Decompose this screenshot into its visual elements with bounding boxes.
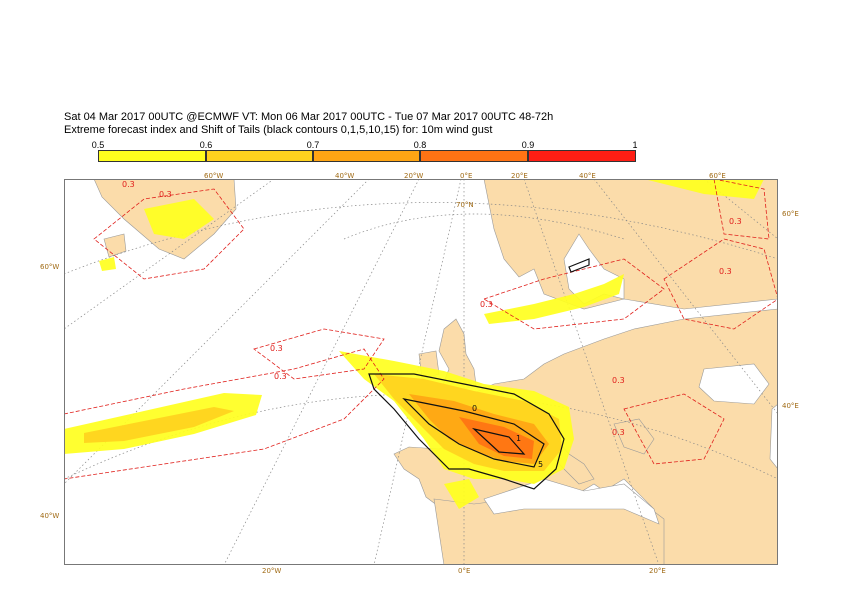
sot-label: 1 [516,434,521,443]
lon-label-bottom: 20°E [649,567,666,575]
sot-label: 5 [538,460,543,469]
legend-swatch [206,150,313,162]
lon-label-top: 60°W [204,172,224,180]
contour-label: 0.3 [274,372,287,381]
contour-label: 0.3 [270,344,283,353]
lat-label-left: 60°W [40,263,60,271]
contour-label: 0.3 [612,428,625,437]
lon-label-top: 40°E [579,172,596,180]
europe-map: 0.3 0.3 0.3 0.3 0.3 0.3 0.3 0.3 0.3 0 1 … [64,179,778,565]
map-title: Sat 04 Mar 2017 00UTC @ECMWF VT: Mon 06 … [64,111,554,123]
legend-label: 0.5 [91,140,105,150]
lat-label-right: 60°E [782,210,799,218]
legend-label: 0.6 [199,140,213,150]
legend-label: 0.9 [521,140,535,150]
legend-label: 0.8 [413,140,427,150]
contour-label: 0.3 [159,190,172,199]
contour-label: 0.3 [122,180,135,189]
sot-label: 0 [472,404,477,413]
lon-label-top: 20°W [404,172,424,180]
contour-label: 0.3 [719,267,732,276]
lat-label-inner: 70°N [456,201,474,209]
legend-swatch [98,150,206,162]
contour-label: 0.3 [612,376,625,385]
legend-swatch [420,150,528,162]
lon-label-top: 20°E [511,172,528,180]
legend-label: 1 [632,140,638,150]
legend-label: 0.7 [306,140,320,150]
lon-label-top: 0°E [460,172,473,180]
lon-label-top: 40°W [335,172,355,180]
lat-label-right: 40°E [782,402,799,410]
map-subtitle: Extreme forecast index and Shift of Tail… [64,124,493,136]
contour-label: 0.3 [729,217,742,226]
legend-swatch [313,150,420,162]
lon-label-top: 60°E [709,172,726,180]
color-scale-legend: 0.5 0.6 0.7 0.8 0.9 1 [92,140,638,166]
lon-label-bottom: 20°W [262,567,282,575]
contour-label: 0.3 [480,300,493,309]
legend-swatch [528,150,636,162]
lat-label-left: 40°W [40,512,60,520]
lon-label-bottom: 0°E [458,567,471,575]
